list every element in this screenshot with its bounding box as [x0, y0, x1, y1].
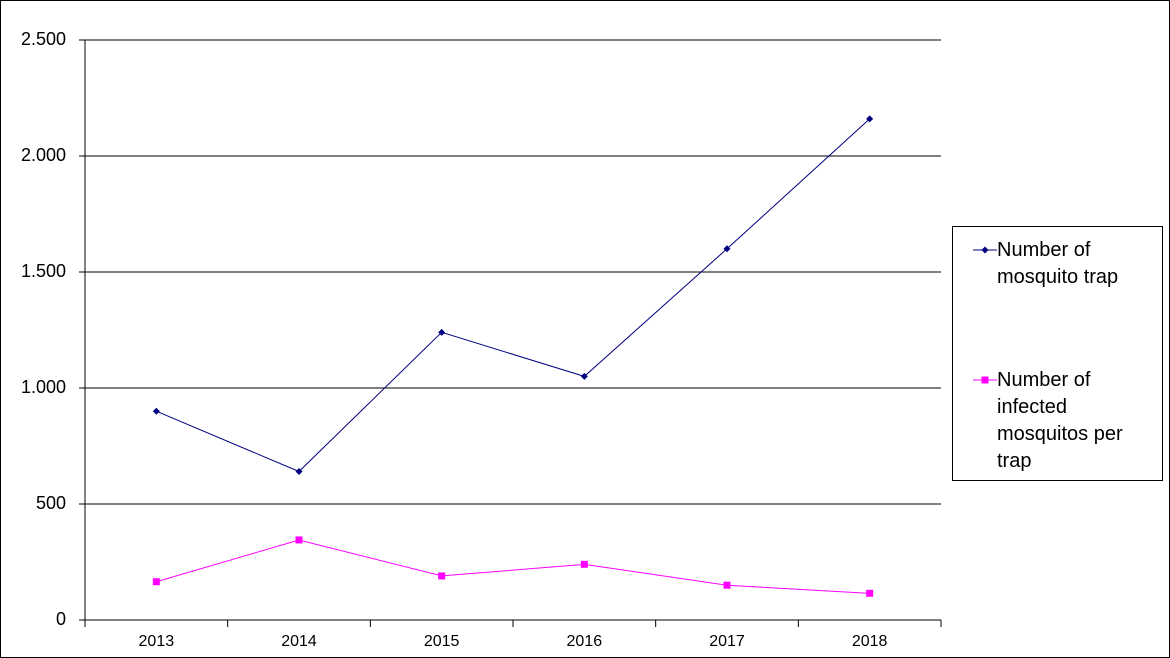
- y-tick-label: 2.000: [21, 145, 66, 165]
- legend-entry: Number of mosquito trap: [973, 237, 1157, 291]
- x-tick-label: 2017: [709, 633, 745, 650]
- x-tick-label: 2013: [139, 633, 175, 650]
- y-tick-label: 500: [36, 493, 66, 513]
- legend: Number of mosquito trap Number of infecte…: [952, 226, 1163, 481]
- marker: [295, 468, 303, 476]
- y-tick-label: 1.000: [21, 377, 66, 397]
- x-tick-label: 2014: [281, 633, 317, 650]
- legend-label: Number of infected mosquitos per trap: [997, 369, 1123, 472]
- marker: [981, 376, 989, 384]
- marker: [152, 407, 160, 415]
- marker: [295, 536, 303, 544]
- y-tick-label: 0: [56, 609, 66, 629]
- marker: [580, 372, 588, 380]
- marker: [723, 245, 731, 253]
- legend-icon: [973, 376, 997, 384]
- x-tick-label: 2015: [424, 633, 460, 650]
- marker: [866, 589, 874, 597]
- x-tick-label: 2016: [567, 633, 603, 650]
- series-line: [156, 118, 871, 473]
- x-tick-label: 2018: [852, 633, 888, 650]
- y-tick-label: 2.500: [21, 29, 66, 49]
- series-line: [156, 539, 870, 594]
- legend-label: Number of mosquito trap: [997, 239, 1119, 288]
- legend-icon: [973, 246, 997, 254]
- marker: [152, 578, 160, 586]
- marker: [723, 581, 731, 589]
- legend-entry: Number of infected mosquitos per trap: [973, 367, 1157, 475]
- marker: [438, 572, 446, 580]
- marker: [438, 328, 446, 336]
- marker: [981, 246, 989, 254]
- marker: [866, 115, 874, 123]
- y-tick-label: 1.500: [21, 261, 66, 281]
- marker: [580, 560, 588, 568]
